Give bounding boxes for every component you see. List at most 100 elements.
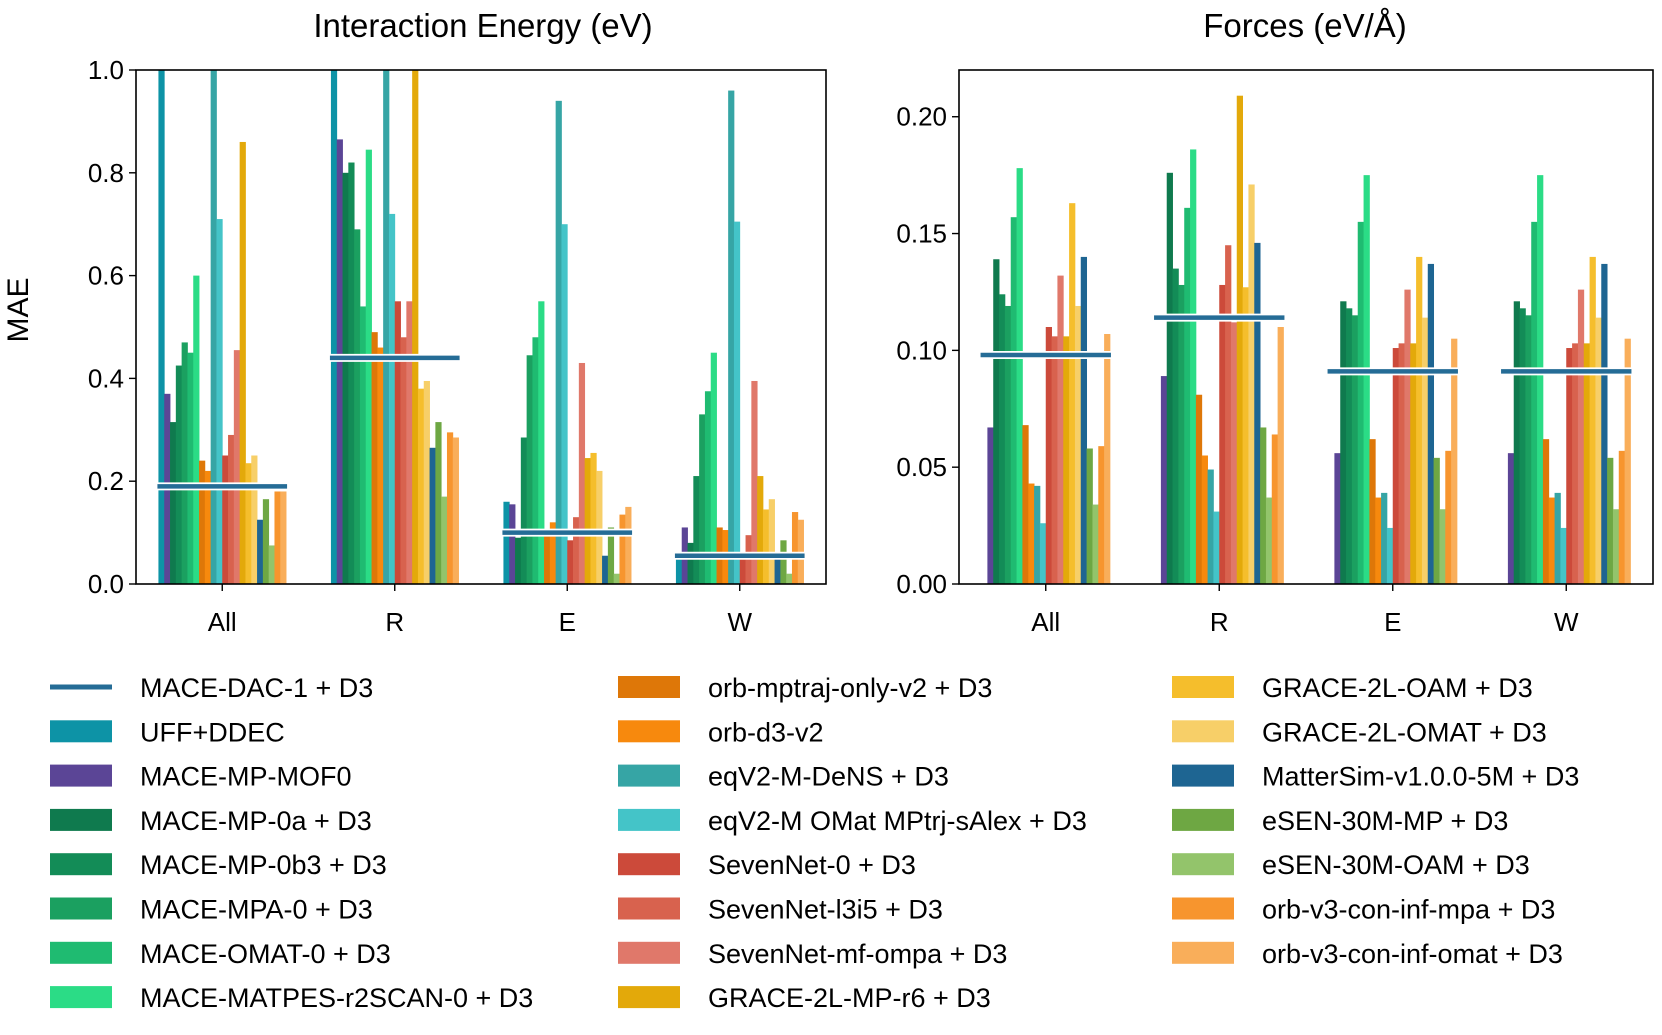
legend-color-swatch	[618, 853, 680, 876]
bar-orb-v3-con-inf-omat-d3-all	[1104, 334, 1111, 584]
bar-grace-2l-oam-d3-all	[1069, 203, 1076, 585]
y-axis-label: MAE	[2, 277, 35, 342]
bar-grace-2l-oam-d3-e	[590, 452, 597, 584]
bar-mace-mp-0a-d3-all	[993, 259, 1000, 584]
bar-sevennet-0-d3-w	[739, 553, 746, 584]
bar-mattersim-v1-0-0-5m-d3-r	[1254, 242, 1261, 584]
bar-orb-v3-con-inf-omat-d3-r	[1277, 327, 1284, 584]
legend-color-swatch	[50, 897, 112, 920]
legend-item-eqv2-m-omat-mptrj-salex-d3: eqV2-M OMat MPtrj-sAlex + D3	[618, 806, 1087, 836]
bar-sevennet-0-d3-all	[1045, 327, 1052, 584]
bar-sevennet-l3i5-d3-r	[400, 337, 407, 584]
bar-grace-2l-omat-d3-w	[768, 499, 775, 584]
bar-mace-matpes-r2scan-0-d3-r	[1190, 149, 1197, 584]
legend-item-orb-v3-con-inf-mpa-d3: orb-v3-con-inf-mpa + D3	[1172, 895, 1555, 925]
bar-mace-omat-0-d3-w	[704, 391, 712, 584]
legend-label: eSEN-30M-MP + D3	[1262, 806, 1508, 836]
bar-sevennet-mf-ompa-d3-w	[1577, 289, 1585, 584]
bar-sevennet-0-d3-all	[222, 455, 229, 584]
legend-label: MACE-OMAT-0 + D3	[140, 939, 391, 969]
bar-mace-mp-mof0-all	[987, 427, 994, 584]
bar-orb-d3-v2-w	[1548, 497, 1555, 584]
bar-orb-v3-con-inf-omat-d3-w	[1624, 338, 1631, 584]
bar-mace-mp-0b3-d3-e	[520, 437, 528, 584]
y-ticks: 0.0 0.2 0.4 0.6 0.8 1.0	[88, 55, 136, 599]
bar-sevennet-l3i5-d3-e	[1398, 343, 1405, 584]
bar-mace-mp-mof0-e	[509, 504, 516, 584]
bar-esen-30m-mp-d3-all	[1086, 448, 1093, 584]
legend-color-swatch	[1172, 720, 1234, 743]
legend-color-swatch	[50, 941, 112, 964]
bar-mace-mpa-0-d3-r	[354, 229, 361, 584]
bar-mace-matpes-r2scan-0-d3-r	[365, 149, 372, 585]
legend-color-swatch	[1172, 941, 1234, 964]
bar-orb-mptraj-only-v2-d3-all	[1022, 425, 1029, 584]
bar-sevennet-0-d3-e	[1392, 348, 1399, 584]
bar-orb-mptraj-only-v2-d3-r	[1195, 394, 1203, 584]
legend-item-mace-dac-1-d3: MACE-DAC-1 + D3	[50, 673, 373, 703]
bar-esen-30m-oam-d3-e	[1439, 509, 1446, 584]
legend-color-swatch	[618, 676, 680, 698]
bar-sevennet-l3i5-d3-r	[1225, 245, 1232, 585]
bar-mace-omat-0-d3-all	[1010, 217, 1017, 584]
bar-mace-mp-0b3-d3-all	[999, 294, 1006, 584]
bar-orb-d3-v2-r	[377, 347, 384, 584]
legend-label: MACE-DAC-1 + D3	[140, 673, 373, 703]
plot-frame	[135, 69, 827, 585]
bar-orb-v3-con-inf-omat-d3-all	[280, 491, 287, 584]
reference-lines	[157, 353, 805, 560]
x-tick-label: All	[208, 607, 237, 637]
legend: MACE-DAC-1 + D3 UFF+DDEC MACE-MP-MOF0 MACE-…	[50, 673, 1579, 1013]
bar-grace-2l-omat-d3-all	[251, 455, 258, 584]
y-tick-label: 0.4	[88, 363, 124, 393]
legend-item-uff-ddec: UFF+DDEC	[50, 717, 285, 747]
legend-label: orb-d3-v2	[708, 717, 824, 747]
legend-color-swatch	[1172, 676, 1234, 698]
bar-uff-ddec-r	[330, 70, 338, 584]
bar-sevennet-l3i5-d3-e	[573, 517, 580, 584]
legend-color-swatch	[50, 764, 112, 787]
bar-mace-matpes-r2scan-0-d3-w	[1537, 175, 1544, 584]
legend-color-swatch	[618, 764, 680, 787]
bar-grace-2l-mp-r6-d3-e	[584, 458, 591, 584]
bar-grace-2l-mp-r6-d3-r	[1236, 95, 1243, 584]
legend-item-grace-2l-mp-r6-d3: GRACE-2L-MP-r6 + D3	[618, 983, 991, 1013]
bar-mace-omat-0-d3-w	[1531, 221, 1538, 585]
legend-label: GRACE-2L-OMAT + D3	[1262, 717, 1547, 747]
bar-esen-30m-oam-d3-r	[1265, 497, 1273, 584]
y-tick-label: 0.00	[896, 569, 947, 599]
bar-mace-mpa-0-d3-all	[181, 342, 188, 584]
bar-mattersim-v1-0-0-5m-d3-e	[602, 555, 609, 584]
bar-mace-mp-0a-d3-w	[687, 542, 694, 584]
panel-forces: Forces (eV/Å) 0.00 0.05 0.10 0.15 0.20 All R E…	[896, 7, 1654, 637]
bar-esen-30m-mp-d3-r	[1260, 427, 1267, 584]
bar-grace-2l-oam-d3-all	[245, 463, 252, 584]
legend-label: SevenNet-l3i5 + D3	[708, 895, 943, 925]
legend-item-esen-30m-mp-d3: eSEN-30M-MP + D3	[1172, 806, 1508, 836]
bar-mattersim-v1-0-0-5m-d3-all	[1080, 256, 1088, 584]
bar-sevennet-0-d3-r	[394, 301, 401, 584]
legend-color-swatch	[618, 720, 680, 743]
bar-esen-30m-oam-d3-all	[268, 545, 275, 584]
legend-color-swatch	[618, 941, 680, 964]
legend-label: orb-v3-con-inf-omat + D3	[1262, 939, 1563, 969]
bar-esen-30m-mp-d3-all	[262, 499, 270, 584]
legend-item-mace-mp-mof0: MACE-MP-MOF0	[50, 762, 352, 792]
bar-orb-v3-con-inf-mpa-d3-e	[1445, 450, 1452, 584]
bar-eqv2-m-omat-mptrj-salex-d3-e	[1386, 527, 1394, 584]
legend-color-swatch	[1172, 853, 1234, 876]
bar-eqv2-m-omat-mptrj-salex-d3-all	[1039, 523, 1047, 584]
bar-sevennet-mf-ompa-d3-all	[233, 350, 241, 584]
legend-item-grace-2l-omat-d3: GRACE-2L-OMAT + D3	[1172, 717, 1547, 747]
reference-lines	[980, 313, 1632, 376]
y-tick-label: 1.0	[88, 55, 124, 85]
x-tick-label: E	[1384, 607, 1401, 637]
x-tick-label: R	[1210, 607, 1229, 637]
bar-mace-mp-0b3-d3-all	[175, 365, 183, 584]
bar-eqv2-m-omat-mptrj-salex-d3-r	[388, 213, 396, 585]
bar-mace-mpa-0-d3-w	[1525, 315, 1532, 584]
legend-item-mace-matpes-r2scan-0-d3: MACE-MATPES-r2SCAN-0 + D3	[50, 983, 533, 1013]
y-tick-label: 0.05	[896, 452, 947, 482]
bar-sevennet-mf-ompa-d3-r	[1230, 322, 1238, 584]
bar-orb-v3-con-inf-mpa-d3-all	[1098, 446, 1105, 584]
